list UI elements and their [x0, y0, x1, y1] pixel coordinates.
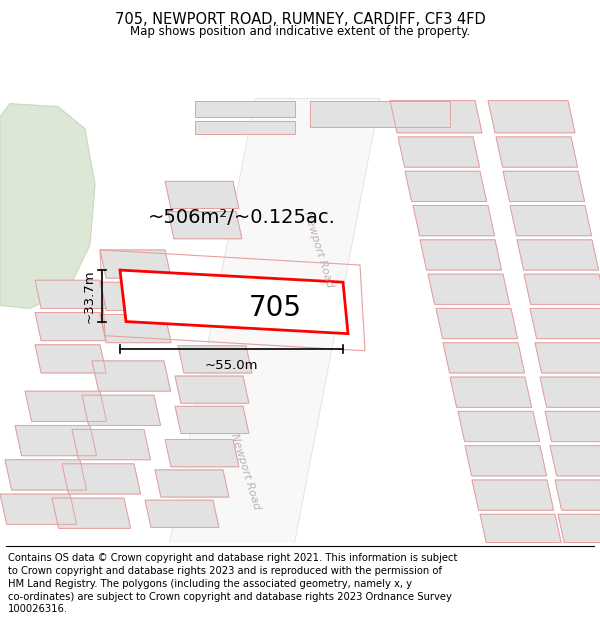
Polygon shape: [413, 206, 494, 236]
Text: ~33.7m: ~33.7m: [83, 269, 96, 322]
Polygon shape: [165, 181, 239, 209]
Polygon shape: [480, 514, 561, 542]
Polygon shape: [25, 391, 107, 421]
Polygon shape: [405, 171, 487, 201]
Polygon shape: [517, 240, 599, 270]
Polygon shape: [465, 446, 547, 476]
Text: 705, NEWPORT ROAD, RUMNEY, CARDIFF, CF3 4FD: 705, NEWPORT ROAD, RUMNEY, CARDIFF, CF3 …: [115, 12, 485, 27]
Polygon shape: [120, 270, 348, 334]
Polygon shape: [488, 101, 575, 133]
Text: 100026316.: 100026316.: [8, 604, 68, 614]
Polygon shape: [458, 411, 539, 442]
Text: ~55.0m: ~55.0m: [205, 359, 258, 372]
Polygon shape: [555, 480, 600, 510]
Polygon shape: [0, 104, 95, 308]
Polygon shape: [0, 107, 90, 306]
Text: to Crown copyright and database rights 2023 and is reproduced with the permissio: to Crown copyright and database rights 2…: [8, 566, 442, 576]
Polygon shape: [420, 240, 502, 270]
Polygon shape: [443, 342, 524, 373]
Polygon shape: [195, 121, 295, 134]
Polygon shape: [178, 346, 252, 373]
Text: 705: 705: [248, 294, 302, 322]
Polygon shape: [175, 376, 249, 403]
Polygon shape: [62, 464, 140, 494]
Polygon shape: [503, 171, 584, 201]
Polygon shape: [145, 500, 219, 528]
Polygon shape: [82, 395, 161, 426]
Polygon shape: [35, 312, 106, 341]
Polygon shape: [175, 406, 249, 434]
Polygon shape: [545, 411, 600, 442]
Polygon shape: [0, 494, 77, 524]
Polygon shape: [160, 99, 380, 593]
Polygon shape: [550, 446, 600, 476]
Polygon shape: [450, 377, 532, 408]
Polygon shape: [165, 439, 239, 467]
Polygon shape: [52, 498, 131, 528]
Polygon shape: [530, 308, 600, 339]
Polygon shape: [35, 280, 106, 308]
Polygon shape: [72, 429, 151, 460]
Polygon shape: [436, 308, 518, 339]
Polygon shape: [100, 250, 171, 278]
Polygon shape: [558, 514, 600, 542]
Polygon shape: [472, 480, 554, 510]
Polygon shape: [92, 361, 170, 391]
Polygon shape: [168, 212, 242, 239]
Text: co-ordinates) are subject to Crown copyright and database rights 2023 Ordnance S: co-ordinates) are subject to Crown copyr…: [8, 592, 452, 602]
Text: Newport Road: Newport Road: [302, 211, 334, 289]
Polygon shape: [524, 274, 600, 304]
Polygon shape: [510, 206, 592, 236]
Text: Map shows position and indicative extent of the property.: Map shows position and indicative extent…: [130, 24, 470, 38]
Polygon shape: [5, 460, 86, 490]
Polygon shape: [496, 137, 578, 167]
Polygon shape: [100, 314, 171, 342]
Polygon shape: [540, 377, 600, 408]
Polygon shape: [310, 101, 450, 127]
Polygon shape: [390, 101, 482, 133]
Text: ~506m²/~0.125ac.: ~506m²/~0.125ac.: [148, 208, 336, 227]
Polygon shape: [535, 342, 600, 373]
Text: Contains OS data © Crown copyright and database right 2021. This information is : Contains OS data © Crown copyright and d…: [8, 553, 457, 563]
Polygon shape: [100, 282, 171, 311]
Polygon shape: [155, 470, 229, 497]
Polygon shape: [428, 274, 509, 304]
Polygon shape: [195, 101, 295, 117]
Polygon shape: [398, 137, 479, 167]
Text: Newport Road: Newport Road: [229, 432, 262, 511]
Polygon shape: [35, 345, 106, 373]
Text: HM Land Registry. The polygons (including the associated geometry, namely x, y: HM Land Registry. The polygons (includin…: [8, 579, 412, 589]
Polygon shape: [15, 426, 97, 456]
